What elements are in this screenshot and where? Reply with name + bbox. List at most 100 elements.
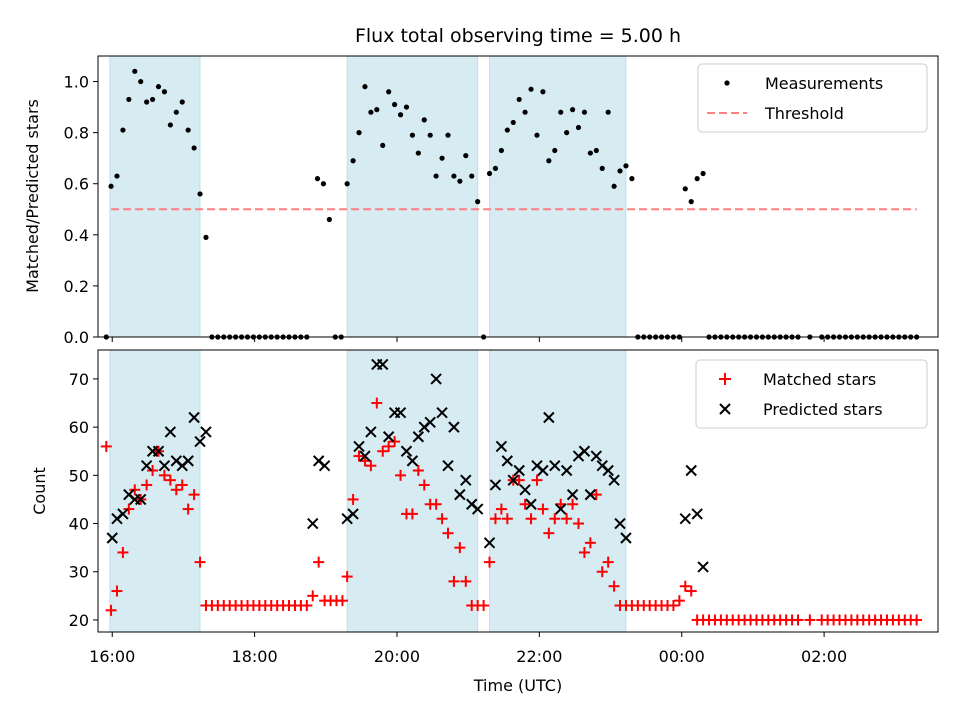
matched-star-point	[454, 542, 466, 554]
predicted-star-point	[307, 517, 319, 530]
predicted-star-point	[566, 488, 579, 501]
predicted-star-point	[106, 532, 118, 544]
matched-stars-points	[100, 397, 923, 626]
matched-star-point	[123, 503, 135, 515]
matched-star-point	[347, 493, 359, 505]
predicted-star-point	[200, 426, 212, 438]
shaded-interval	[489, 55, 627, 338]
matched-star-point	[188, 489, 200, 501]
measurement-point	[492, 165, 499, 171]
matched-star-point	[313, 556, 325, 568]
measurement-point	[498, 147, 504, 154]
measurement-point	[126, 96, 132, 103]
measurement-point	[191, 145, 197, 151]
top-legend-box	[697, 63, 928, 133]
predicted-star-point	[460, 474, 472, 486]
legend-matched-marker	[719, 373, 731, 385]
measurement-point	[445, 132, 451, 138]
measurement-points	[103, 68, 920, 340]
predicted-star-point	[382, 431, 395, 443]
predicted-star-point	[560, 464, 573, 477]
y-tick-label: 70	[69, 370, 89, 389]
top-legend: Measurements Threshold	[697, 63, 928, 133]
bottom-panel: 20 30 40 50 60 70 16:00 18:00 20:00 22:00 00:00 02…	[30, 349, 939, 695]
legend-measurements-marker	[724, 80, 730, 86]
legend-matched-label: Matched stars	[763, 370, 876, 389]
measurement-point	[397, 112, 404, 118]
measurement-point	[700, 170, 706, 177]
measurement-point	[575, 124, 582, 131]
predicted-star-point	[578, 445, 591, 457]
matched-star-point	[484, 556, 496, 568]
matched-star-point	[430, 498, 442, 510]
measurement-point	[197, 191, 203, 197]
predicted-star-point	[182, 455, 194, 467]
predicted-star-point	[347, 508, 359, 520]
matched-star-point	[911, 614, 923, 626]
matched-star-point	[389, 436, 401, 448]
measurement-point	[356, 130, 362, 136]
matched-star-point	[365, 460, 377, 472]
measurement-point	[350, 158, 356, 164]
predicted-star-point	[513, 464, 525, 477]
measurement-point	[203, 234, 209, 240]
matched-star-point	[412, 465, 424, 477]
y-tick-label: 0.2	[64, 277, 89, 296]
measurement-point	[415, 150, 421, 156]
measurement-point	[605, 109, 611, 115]
matched-star-point	[418, 479, 430, 491]
y-tick-label: 0.0	[64, 328, 89, 347]
measurement-point	[380, 142, 386, 149]
bottom-plot-frame	[97, 349, 939, 633]
predicted-star-point	[448, 421, 460, 433]
predicted-star-point	[537, 464, 549, 477]
matched-star-point	[501, 513, 513, 525]
matched-star-point	[436, 513, 448, 525]
measurement-point	[314, 176, 321, 182]
bottom-x-ticks: 16:00 18:00 20:00 22:00 00:00 02:00	[89, 632, 847, 666]
predicted-star-point	[135, 493, 147, 506]
predicted-star-point	[194, 435, 206, 448]
matched-star-point	[371, 397, 383, 409]
top-panel: 0.0 0.2 0.4 0.6 0.8 1.0 Matched/Predicted sta…	[23, 55, 939, 347]
measurement-point	[149, 96, 156, 103]
predicted-stars-points	[106, 358, 709, 573]
matched-star-point	[685, 585, 697, 597]
matched-star-point	[573, 518, 585, 530]
measurement-point	[161, 89, 168, 95]
predicted-star-point	[436, 406, 448, 419]
predicted-star-point	[377, 358, 389, 371]
predicted-star-point	[158, 459, 171, 472]
shaded-interval	[346, 55, 479, 338]
y-tick-label: 20	[69, 611, 89, 630]
y-tick-label: 0.4	[64, 226, 89, 245]
measurement-point	[611, 183, 617, 189]
measurement-point	[629, 176, 635, 182]
matched-star-point	[543, 527, 555, 539]
matched-star-point	[602, 556, 614, 568]
matched-star-point	[353, 450, 365, 462]
x-axis-label: Time (UTC)	[473, 676, 562, 695]
predicted-star-point	[679, 513, 691, 525]
y-tick-label: 30	[69, 563, 89, 582]
predicted-star-point	[406, 455, 419, 467]
measurement-point	[475, 199, 481, 205]
x-tick-label: 16:00	[89, 647, 135, 666]
y-tick-label: 0.8	[64, 124, 89, 143]
predicted-star-point	[164, 426, 177, 438]
legend-predicted-marker	[719, 403, 731, 415]
matched-star-point	[549, 513, 561, 525]
measurement-point	[439, 155, 445, 161]
measurement-point	[421, 117, 427, 123]
legend-predicted-label: Predicted stars	[763, 400, 883, 419]
matched-star-point	[170, 484, 182, 496]
matched-star-point	[495, 503, 507, 515]
matched-star-point	[406, 508, 418, 520]
predicted-star-point	[691, 508, 703, 520]
measurement-point	[457, 178, 463, 184]
matched-star-point	[590, 489, 602, 501]
top-x-ticks	[111, 337, 825, 342]
matched-star-point	[667, 599, 679, 611]
matched-star-point	[531, 474, 543, 486]
